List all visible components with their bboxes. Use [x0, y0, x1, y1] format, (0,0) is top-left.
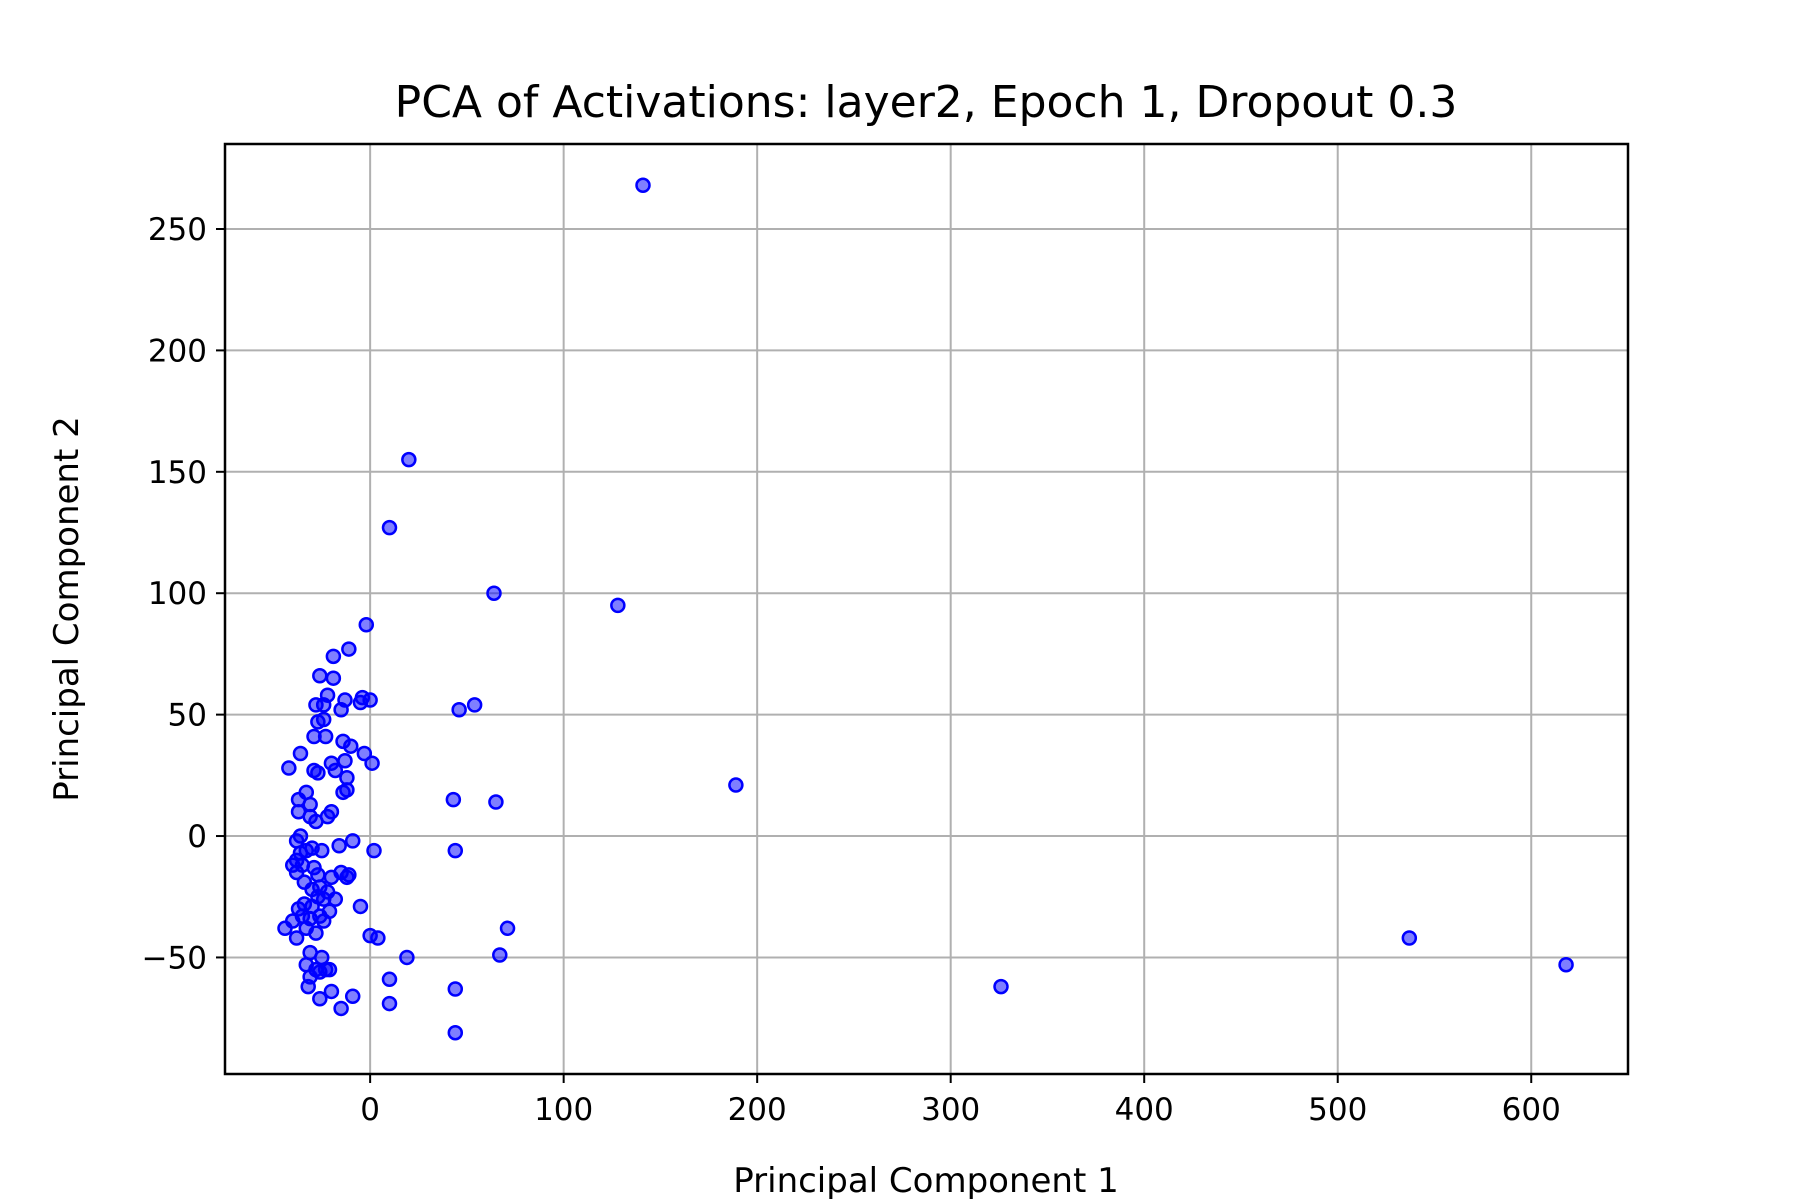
data-point [364, 755, 380, 771]
data-point [327, 891, 344, 907]
data-point [317, 728, 334, 745]
data-point [610, 597, 626, 614]
y-tick-label: 100 [148, 576, 207, 612]
data-point [333, 702, 349, 718]
data-point [327, 762, 344, 779]
data-point [344, 833, 361, 849]
data-point [451, 702, 467, 718]
data-point [343, 738, 359, 754]
data-point [341, 867, 357, 883]
y-tick-label: 150 [148, 455, 207, 491]
data-point [447, 981, 464, 997]
x-tick-label: 0 [360, 1092, 380, 1128]
data-point [308, 813, 324, 830]
chart-title: PCA of Activations: layer2, Epoch 1, Dro… [395, 77, 1458, 128]
data-point [288, 864, 305, 881]
data-point [447, 842, 464, 859]
data-point [447, 1024, 464, 1041]
x-tick-label: 100 [534, 1092, 593, 1128]
data-point [352, 898, 369, 915]
data-point [1558, 956, 1574, 973]
data-point [381, 519, 398, 536]
data-point [308, 925, 324, 941]
data-point [312, 668, 328, 684]
x-tick-label: 500 [1308, 1092, 1367, 1128]
data-point [344, 988, 361, 1005]
data-point [288, 930, 305, 946]
data-point [445, 791, 462, 808]
y-tick-label: 0 [187, 819, 207, 855]
data-point [1401, 930, 1418, 946]
y-axis-label: Principal Component 2 [47, 416, 87, 802]
data-point [366, 842, 382, 859]
data-point [466, 697, 483, 713]
data-point [499, 920, 516, 937]
data-point [312, 990, 328, 1007]
data-point [323, 869, 340, 886]
data-point [314, 842, 330, 859]
y-tick-label: 250 [148, 212, 207, 248]
data-point [370, 930, 386, 946]
data-point [358, 617, 375, 633]
data-point [325, 648, 342, 665]
x-tick-label: 200 [728, 1092, 787, 1128]
x-tick-label: 600 [1502, 1092, 1561, 1128]
data-points [277, 177, 1574, 1041]
data-point [635, 177, 651, 194]
data-point [401, 451, 417, 468]
grid [225, 144, 1628, 1074]
data-point [486, 585, 502, 601]
data-point [352, 694, 369, 711]
x-tick-label: 300 [921, 1092, 980, 1128]
data-point [728, 777, 744, 793]
data-point [281, 760, 297, 776]
data-point [381, 971, 398, 988]
data-point [381, 995, 398, 1012]
data-point [310, 867, 326, 883]
plot-frame [223, 142, 1630, 1076]
data-point [399, 949, 415, 966]
x-tick-label: 400 [1115, 1092, 1174, 1128]
data-point [315, 711, 332, 728]
x-axis-label: Principal Component 1 [733, 1161, 1119, 1200]
data-point [335, 784, 351, 801]
data-point [315, 913, 332, 929]
data-point [277, 920, 293, 937]
data-point [310, 765, 326, 781]
data-point [333, 1000, 349, 1017]
y-tick-label: 50 [168, 698, 207, 734]
axis-ticks: 0 100 200 300 400 500 600 −50 0 50 100 150 200 250 [142, 212, 1561, 1128]
data-point [315, 697, 332, 713]
data-point [331, 837, 347, 854]
data-point [325, 670, 342, 686]
data-point [356, 745, 373, 762]
data-point [341, 641, 357, 657]
y-tick-label: −50 [142, 940, 207, 976]
data-point [323, 983, 340, 1000]
data-point [492, 947, 508, 963]
data-point [993, 978, 1009, 995]
data-point [292, 745, 309, 762]
data-point [300, 978, 316, 995]
y-tick-label: 200 [148, 333, 207, 369]
data-point [488, 794, 504, 810]
